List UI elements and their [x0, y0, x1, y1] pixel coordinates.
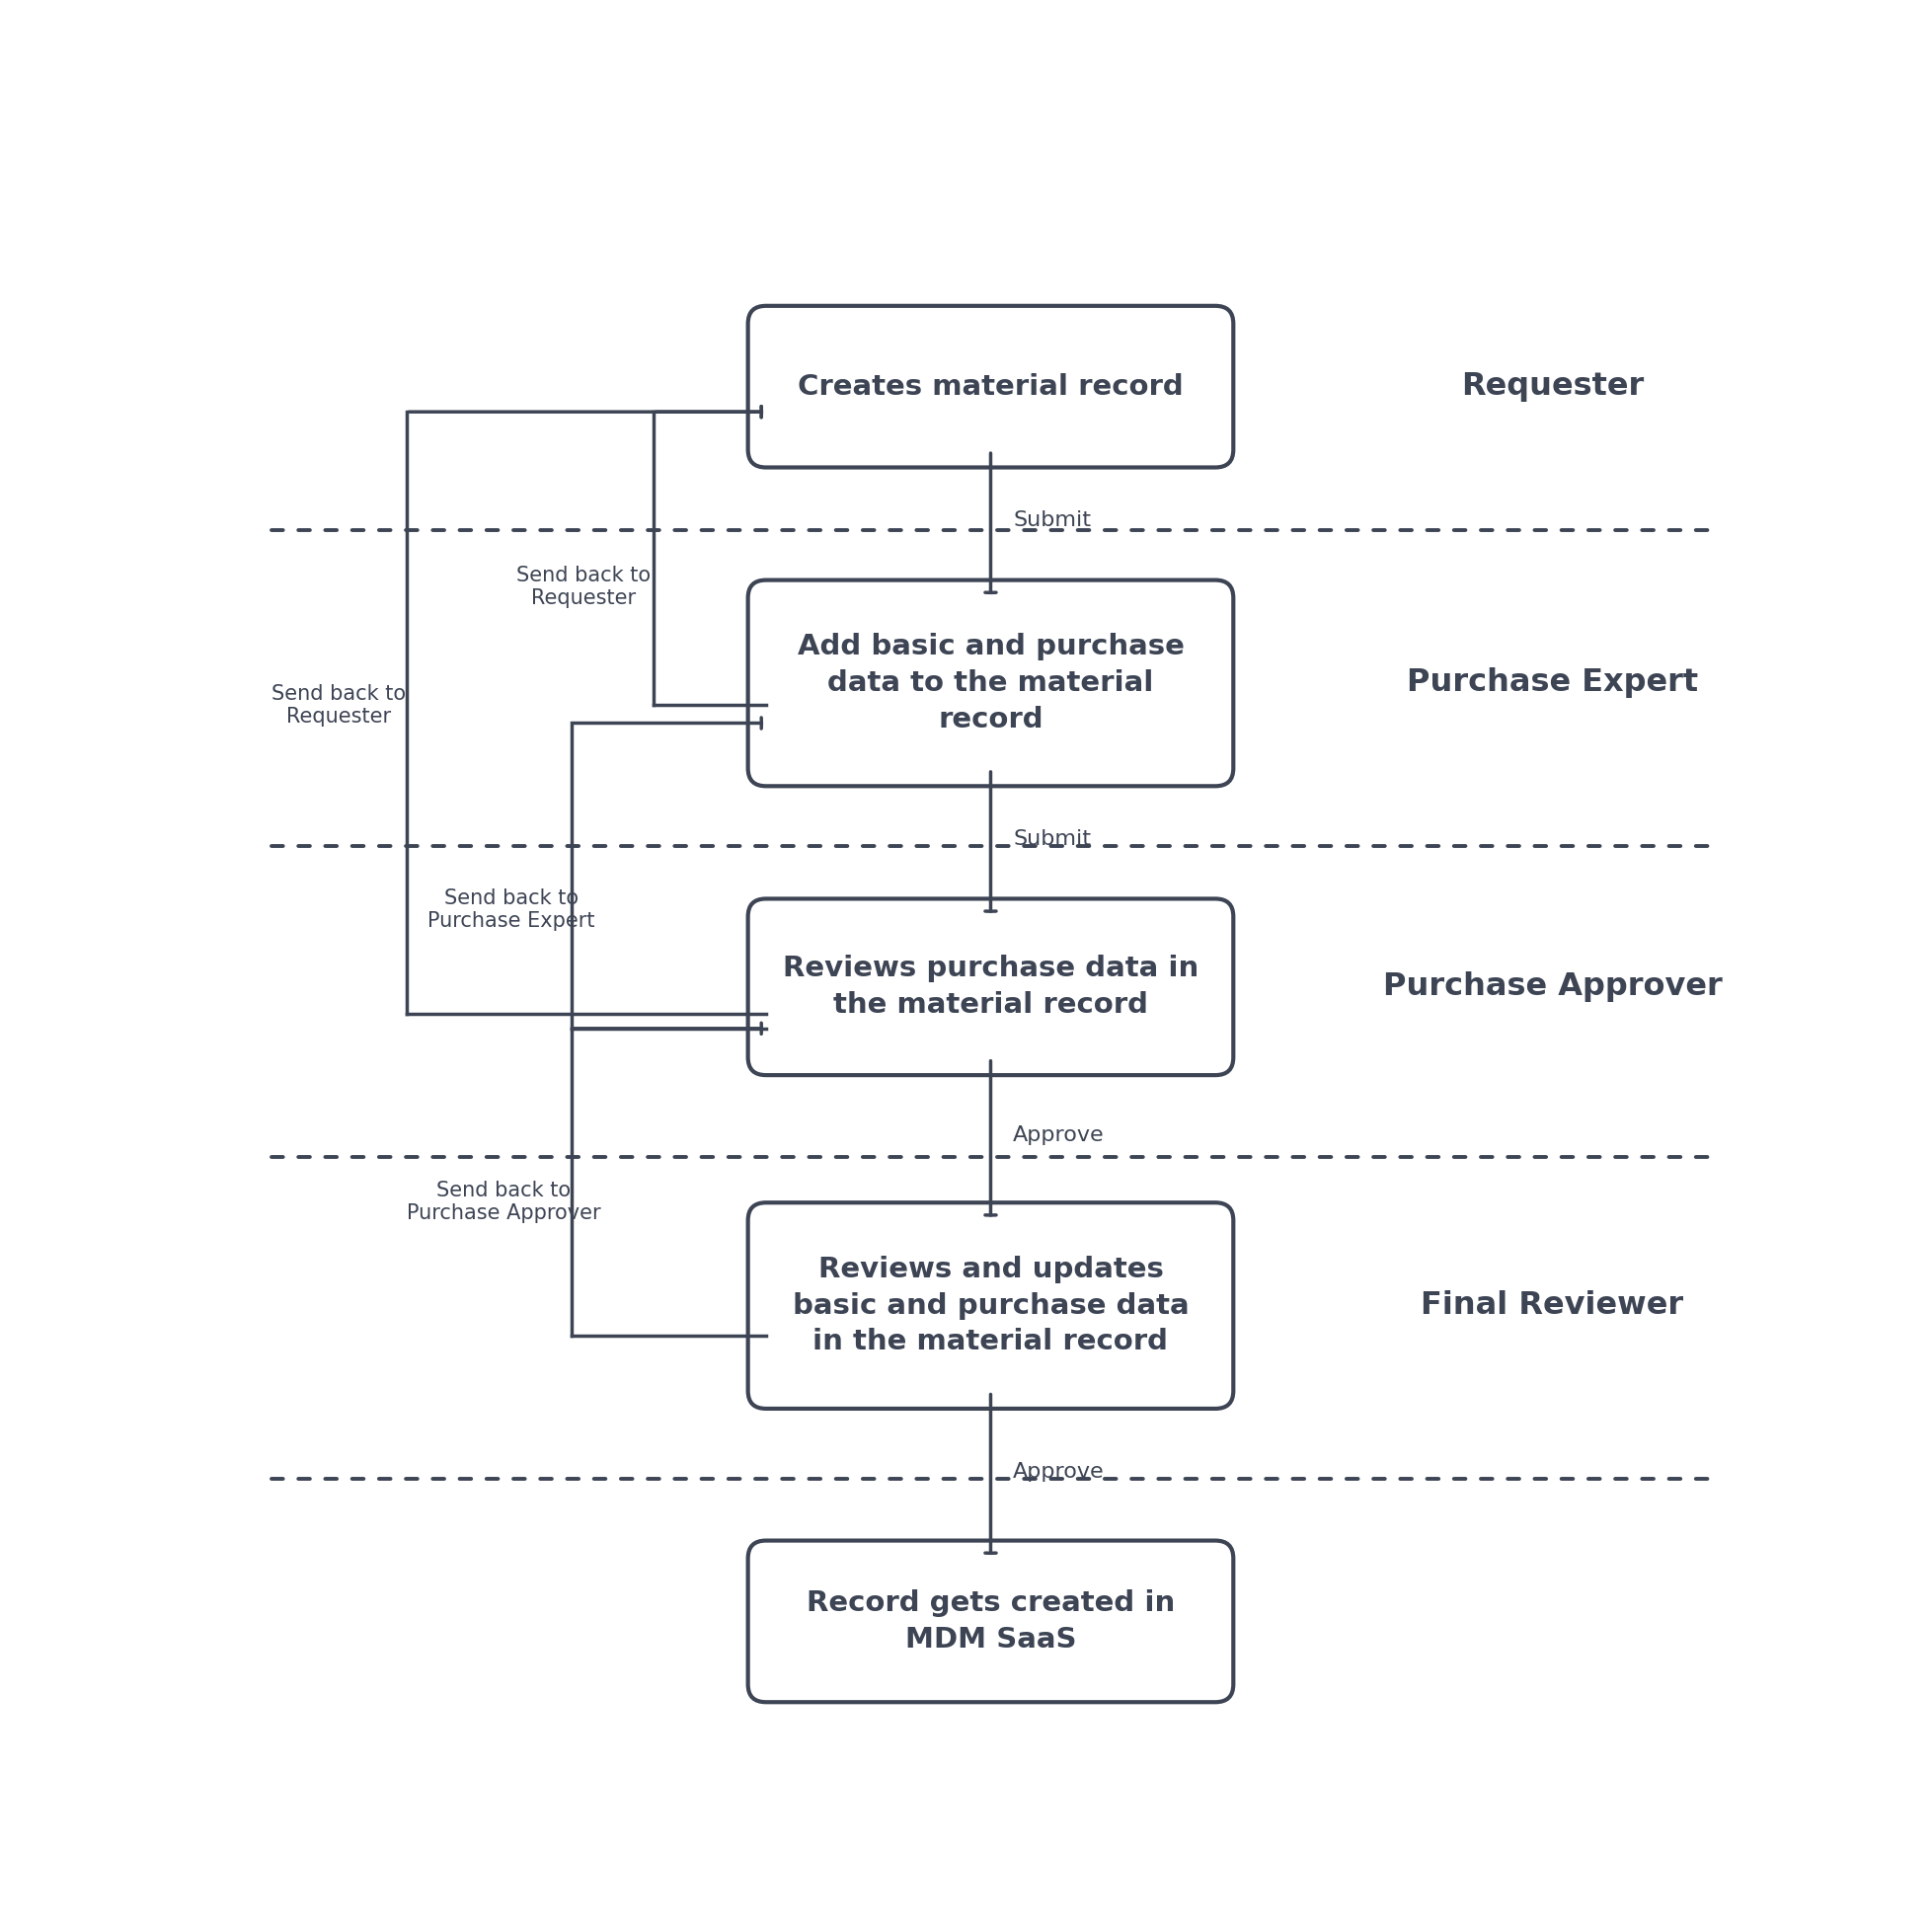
Text: Send back to
Purchase Approver: Send back to Purchase Approver	[406, 1180, 601, 1222]
Text: Requester: Requester	[1461, 372, 1642, 402]
Text: Send back to
Requester: Send back to Requester	[516, 566, 649, 608]
Text: Reviews and updates
basic and purchase data
in the material record: Reviews and updates basic and purchase d…	[792, 1255, 1188, 1355]
Text: Final Reviewer: Final Reviewer	[1420, 1290, 1683, 1321]
Text: Add basic and purchase
data to the material
record: Add basic and purchase data to the mater…	[796, 633, 1184, 733]
Text: Approve: Approve	[1012, 1461, 1103, 1482]
Text: Send back to
Purchase Expert: Send back to Purchase Expert	[427, 889, 595, 932]
Text: Send back to
Requester: Send back to Requester	[272, 683, 406, 726]
FancyBboxPatch shape	[748, 579, 1233, 785]
FancyBboxPatch shape	[748, 899, 1233, 1076]
Text: Purchase Expert: Purchase Expert	[1406, 668, 1696, 699]
Text: Purchase Approver: Purchase Approver	[1381, 972, 1721, 1003]
FancyBboxPatch shape	[748, 306, 1233, 468]
Text: Submit: Submit	[1012, 830, 1090, 849]
Text: Record gets created in
MDM SaaS: Record gets created in MDM SaaS	[806, 1590, 1175, 1654]
Text: Submit: Submit	[1012, 510, 1090, 529]
FancyBboxPatch shape	[748, 1540, 1233, 1702]
FancyBboxPatch shape	[748, 1203, 1233, 1409]
Text: Approve: Approve	[1012, 1126, 1103, 1145]
Text: Creates material record: Creates material record	[798, 373, 1182, 400]
Text: Reviews purchase data in
the material record: Reviews purchase data in the material re…	[782, 955, 1198, 1018]
